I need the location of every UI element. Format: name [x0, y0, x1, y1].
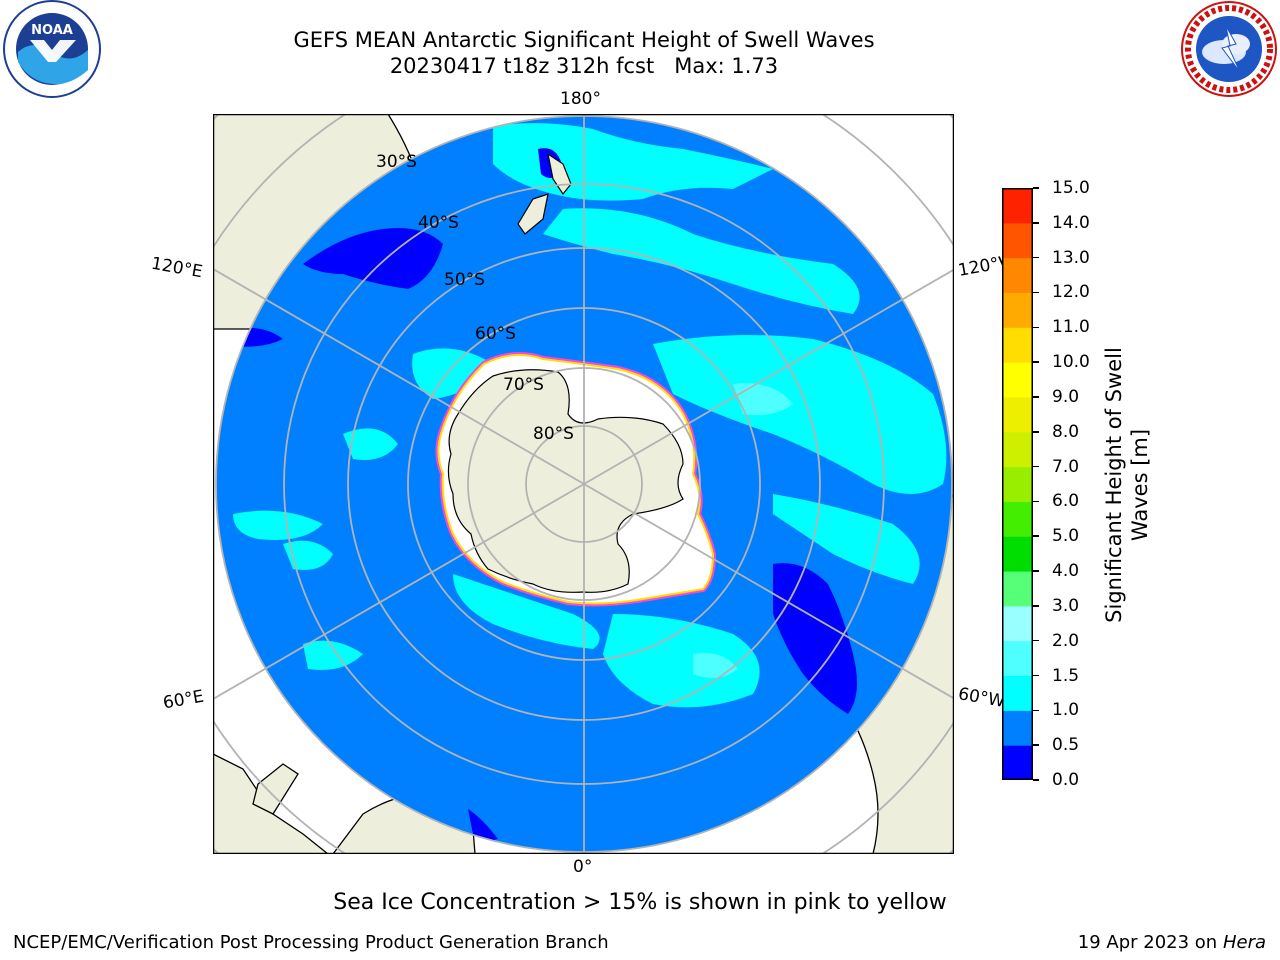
colorbar-tick-label: 12.0: [1052, 282, 1090, 303]
colorbar-tick-label: 2.0: [1052, 630, 1080, 651]
colorbar-segment: [1002, 675, 1033, 711]
colorbar-label-line1: Significant Height of Swell: [1102, 347, 1126, 623]
colorbar-tick-label: 6.0: [1052, 491, 1080, 512]
lat-label-80s: 80°S: [533, 424, 574, 444]
colorbar-tick-mark: [1033, 291, 1039, 294]
lon-label-60w: 60°W: [956, 684, 1007, 712]
colorbar-segment: [1002, 501, 1033, 537]
colorbar-segment: [1002, 362, 1033, 398]
colorbar-tick-label: 5.0: [1052, 526, 1080, 547]
colorbar-tick-label: 13.0: [1052, 247, 1090, 268]
lon-label-60e: 60°E: [161, 686, 206, 714]
new-zealand-landmass: [517, 152, 572, 235]
chart-subtitle: 20230417 t18z 312h fcst Max: 1.73: [389, 54, 779, 78]
colorbar-tick-mark: [1033, 500, 1039, 503]
colorbar-segment: [1002, 745, 1033, 781]
colorbar-tick-label: 0.5: [1052, 735, 1080, 756]
lat-label-50s: 50°S: [444, 270, 485, 290]
nws-logo: [1178, 0, 1280, 100]
colorbar-tick-label: 14.0: [1052, 212, 1090, 233]
colorbar-tick-label: 4.0: [1052, 561, 1080, 582]
colorbar-tick-label: 15.0: [1052, 178, 1090, 198]
top-right-land: [833, 114, 954, 174]
antarctica-landmass: [447, 369, 684, 593]
colorbar-label-line2: Waves [m]: [1128, 428, 1152, 542]
footer-date-text: 19 Apr 2023 on: [1077, 932, 1223, 953]
colorbar-tick-mark: [1033, 222, 1039, 224]
colorbar-tick-label: 9.0: [1052, 386, 1080, 407]
footer-machine: Hera: [1222, 932, 1266, 953]
antarctic-map: [212, 113, 955, 855]
colorbar-segment: [1002, 222, 1033, 259]
colorbar-segment: [1002, 257, 1033, 293]
colorbar-segment: [1002, 466, 1033, 502]
colorbar-tick-label: 8.0: [1052, 421, 1080, 442]
colorbar-tick-label: 1.5: [1052, 665, 1080, 686]
colorbar-tick-label: 10.0: [1052, 352, 1090, 373]
lat-label-30s: 30°S: [376, 152, 417, 172]
colorbar-tick-mark: [1033, 256, 1039, 259]
colorbar-segment: [1002, 536, 1033, 572]
footer-credit: NCEP/EMC/Verification Post Processing Pr…: [13, 932, 609, 953]
chart-title: GEFS MEAN Antarctic Significant Height o…: [293, 28, 875, 52]
colorbar-tick-mark: [1033, 431, 1039, 433]
colorbar-segment: [1002, 327, 1033, 363]
lon-label-180: 180°: [560, 89, 601, 109]
colorbar-tick-mark: [1033, 361, 1039, 363]
colorbar-segment: [1002, 640, 1033, 677]
colorbar-segment: [1002, 431, 1033, 468]
madagascar-landmass: [252, 763, 299, 815]
colorbar-border: [1002, 188, 1033, 780]
colorbar-tick-label: 0.0: [1052, 770, 1080, 790]
lat-label-60s: 60°S: [475, 324, 516, 344]
colorbar-segment: [1002, 605, 1033, 642]
lat-label-40s: 40°S: [418, 213, 459, 233]
noaa-logo: NOAA: [0, 0, 104, 100]
noaa-logo-text: NOAA: [31, 23, 73, 38]
colorbar-tick-mark: [1033, 465, 1039, 468]
colorbar-tick-mark: [1033, 779, 1039, 781]
lon-label-120e: 120°E: [149, 253, 205, 283]
colorbar-tick-label: 11.0: [1052, 317, 1090, 338]
colorbar-tick-mark: [1033, 396, 1039, 398]
colorbar-tick-mark: [1033, 639, 1039, 642]
footer-date: 19 Apr 2023 on Hera: [1078, 932, 1266, 953]
colorbar: [1002, 188, 1033, 781]
colorbar-tick-mark: [1033, 605, 1039, 607]
colorbar-tick-mark: [1033, 570, 1039, 572]
lat-label-70s: 70°S: [503, 375, 544, 395]
colorbar-segment: [1002, 292, 1033, 328]
colorbar-tick-mark: [1033, 326, 1039, 329]
colorbar-segment: [1002, 571, 1033, 607]
colorbar-tick-mark: [1033, 535, 1039, 537]
africa-landmass: [213, 753, 330, 854]
colorbar-tick-mark: [1033, 674, 1039, 677]
colorbar-segment: [1002, 710, 1033, 746]
sea-ice-note: Sea Ice Concentration > 15% is shown in …: [333, 890, 947, 915]
colorbar-tick-mark: [1033, 187, 1039, 189]
colorbar-segment: [1002, 396, 1033, 433]
colorbar-tick-label: 1.0: [1052, 700, 1080, 721]
colorbar-tick-mark: [1033, 744, 1039, 746]
colorbar-segment: [1002, 188, 1033, 224]
lon-label-0: 0°: [573, 857, 593, 877]
colorbar-tick-label: 3.0: [1052, 595, 1080, 616]
colorbar-tick-mark: [1033, 709, 1039, 712]
colorbar-tick-label: 7.0: [1052, 456, 1080, 477]
